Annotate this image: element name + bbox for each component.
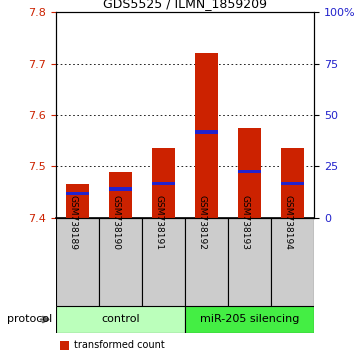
Text: GSM738192: GSM738192	[197, 195, 206, 250]
Bar	[195, 131, 218, 133]
Bar	[66, 184, 89, 218]
Bar	[142, 218, 185, 306]
Bar	[238, 128, 261, 218]
Text: GSM738193: GSM738193	[240, 195, 249, 250]
Text: GSM738189: GSM738189	[69, 195, 78, 250]
Bar	[109, 172, 132, 218]
Bar	[152, 182, 175, 185]
Bar	[195, 53, 218, 218]
Text: transformed count: transformed count	[74, 340, 165, 350]
Bar	[281, 182, 304, 185]
Text: miR-205 silencing: miR-205 silencing	[200, 314, 299, 325]
Text: GSM738194: GSM738194	[283, 195, 292, 250]
Text: GSM738191: GSM738191	[155, 195, 164, 250]
Bar	[238, 170, 261, 173]
Bar	[152, 148, 175, 218]
Bar	[185, 218, 228, 306]
Bar	[185, 306, 314, 333]
Bar	[56, 306, 185, 333]
Title: GDS5525 / ILMN_1859209: GDS5525 / ILMN_1859209	[103, 0, 267, 10]
Bar	[99, 218, 142, 306]
Bar	[271, 218, 314, 306]
Text: protocol: protocol	[7, 314, 52, 325]
Bar	[109, 187, 132, 190]
Bar	[281, 148, 304, 218]
Bar	[56, 218, 99, 306]
Text: GSM738190: GSM738190	[112, 195, 121, 250]
Bar	[228, 218, 271, 306]
Text: control: control	[101, 314, 140, 325]
Bar	[66, 192, 89, 195]
